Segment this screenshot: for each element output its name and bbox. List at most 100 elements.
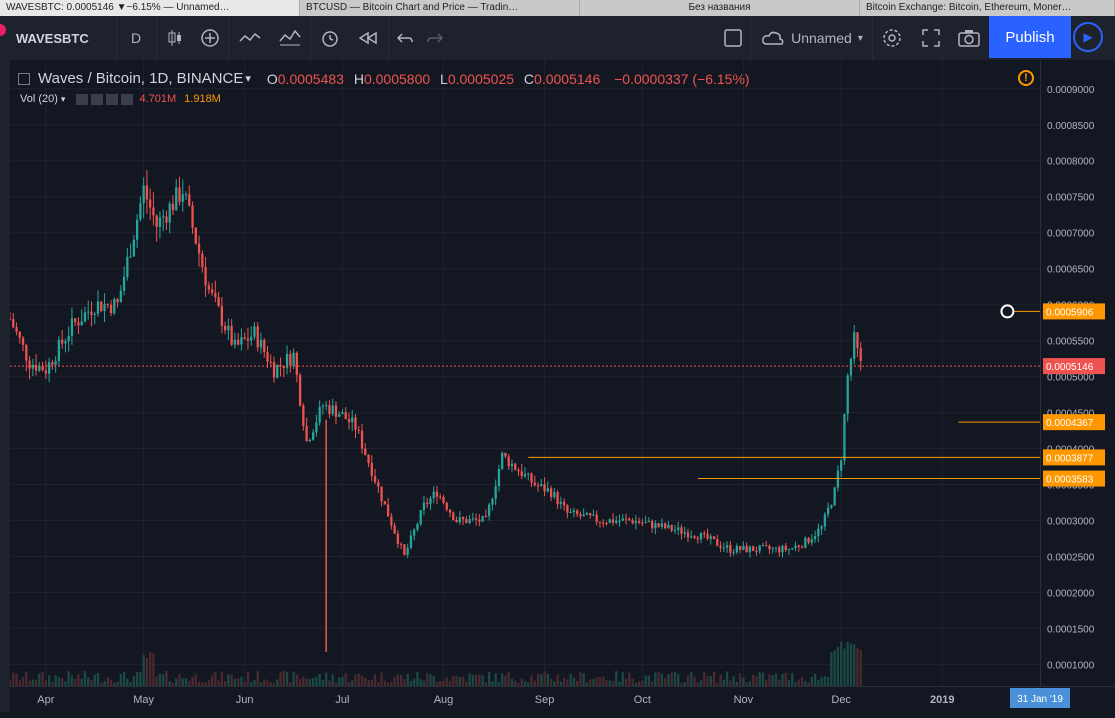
volume-bar [57, 677, 61, 686]
volume-bar [230, 674, 233, 686]
candle-body [409, 535, 413, 549]
chart-toolbar: WAVESBTC D Unnamed ▾ [0, 16, 1115, 61]
browser-tab-bitcoin-exchange[interactable]: Bitcoin Exchange: Bitcoin, Ethereum, Mon… [860, 0, 1115, 16]
candle-body [582, 514, 585, 517]
volume-bar [113, 682, 116, 686]
volume-bar [706, 675, 709, 686]
candle-body [693, 536, 696, 539]
interval-button[interactable]: D [116, 16, 157, 60]
more-icon[interactable] [106, 93, 119, 105]
add-indicator-icon[interactable] [192, 16, 229, 60]
candle-body [28, 360, 31, 369]
candle-body [520, 471, 523, 477]
candle-body [344, 412, 347, 420]
candle-body [126, 256, 129, 277]
settings-gear-icon[interactable] [874, 16, 910, 60]
volume-bar [292, 671, 295, 686]
symbol-search-button[interactable]: WAVESBTC [16, 16, 117, 60]
legend-symbol-title[interactable]: Waves / Bitcoin, 1D, BINANCE [38, 70, 244, 87]
candle-body [644, 522, 647, 524]
browser-tab-wavesbtc[interactable]: WAVESBTC: 0.0005146 ▼−6.15% — Unnamed… [0, 0, 300, 16]
candle-body [367, 454, 370, 463]
volume-bar [579, 671, 582, 686]
candles-icon[interactable] [158, 16, 192, 60]
price-label-box [1043, 358, 1105, 375]
layout-square-icon[interactable] [716, 16, 751, 60]
volume-bar [778, 679, 781, 686]
candle-body [357, 429, 360, 431]
legend-collapse-icon[interactable] [18, 72, 30, 85]
price-tick-label: 0.0007500 [1047, 193, 1095, 204]
volume-bar [80, 678, 83, 686]
candle-body [31, 365, 34, 369]
browser-tab-btcusd[interactable]: BTCUSD — Bitcoin Chart and Price — Tradi… [300, 0, 580, 16]
candle-body [758, 545, 761, 552]
replay-icon[interactable] [348, 16, 389, 60]
time-axis[interactable]: Apr May Jun Jul Aug Sep Oct Nov Dec 2019 31 Jan '1… [10, 686, 1115, 713]
price-axis[interactable]: 0.0001000 0.0001500 0.0002000 0.0002500 0.00… [1040, 60, 1115, 686]
candle-body [804, 537, 807, 548]
volume-bar [318, 674, 321, 686]
chevron-down-icon[interactable]: ▾ [245, 73, 251, 85]
close-icon[interactable] [121, 93, 134, 105]
volume-label[interactable]: Vol (20) [20, 93, 58, 105]
candle-body [813, 536, 817, 540]
price-tick-label: 0.0004500 [1047, 409, 1095, 420]
candle-body [67, 335, 70, 342]
volume-bar [491, 681, 494, 686]
price-label-box [1043, 303, 1105, 320]
play-icon[interactable]: ▶ [1073, 22, 1103, 52]
settings-gear-icon[interactable] [91, 93, 104, 105]
candle-body [263, 339, 266, 353]
volume-bar [488, 671, 491, 686]
alert-clock-icon[interactable] [312, 16, 348, 60]
volume-bar [664, 677, 667, 686]
volume-bar [471, 675, 474, 686]
chart-pane[interactable] [8, 60, 1040, 686]
candle-body [220, 306, 224, 326]
warning-icon[interactable]: ! [1018, 70, 1034, 86]
volume-bar [520, 678, 523, 686]
volume-bar [377, 681, 380, 686]
eye-icon[interactable] [76, 93, 89, 105]
volume-bar [683, 682, 686, 686]
candle-body [579, 514, 582, 517]
volume-bar [439, 681, 442, 686]
drawing-tools-sidebar[interactable] [0, 60, 10, 712]
indicators-icon[interactable] [270, 16, 311, 60]
volume-bar [51, 681, 54, 686]
candle-body [282, 365, 285, 368]
volume-bar [628, 672, 631, 686]
candle-body [116, 298, 119, 303]
time-tick-label: May [133, 694, 154, 706]
fullscreen-icon[interactable] [912, 16, 950, 60]
candle-body [380, 486, 383, 502]
volume-bar [116, 681, 119, 686]
volume-bar [325, 672, 328, 686]
candle-body [647, 520, 651, 523]
publish-button[interactable]: Publish [989, 16, 1071, 58]
volume-bar [106, 677, 109, 686]
undo-icon[interactable] [390, 16, 420, 60]
candle-body [664, 523, 667, 529]
volume-bar [732, 676, 735, 686]
chevron-down-icon[interactable]: ▾ [60, 93, 66, 104]
volume-bar [298, 679, 302, 686]
volume-bar [220, 671, 224, 686]
volume-bar [686, 675, 690, 686]
candle-body [279, 365, 282, 367]
layout-name-dropdown[interactable]: Unnamed ▾ [752, 16, 873, 60]
redo-icon[interactable] [420, 16, 451, 60]
volume-bar [178, 674, 181, 686]
snapshot-camera-icon[interactable] [950, 16, 988, 60]
volume-bar [25, 671, 28, 686]
browser-tab-untitled[interactable]: Без названия [580, 0, 860, 16]
candle-body [455, 519, 458, 523]
volume-bar [191, 676, 194, 686]
volume-bar [54, 675, 57, 686]
cursor-date-label: 31 Jan '19 [1017, 694, 1063, 705]
line-tool-icon[interactable] [230, 16, 270, 60]
candlestick-chart[interactable] [8, 60, 1040, 686]
volume-bar [673, 671, 677, 686]
candle-body [364, 448, 367, 455]
